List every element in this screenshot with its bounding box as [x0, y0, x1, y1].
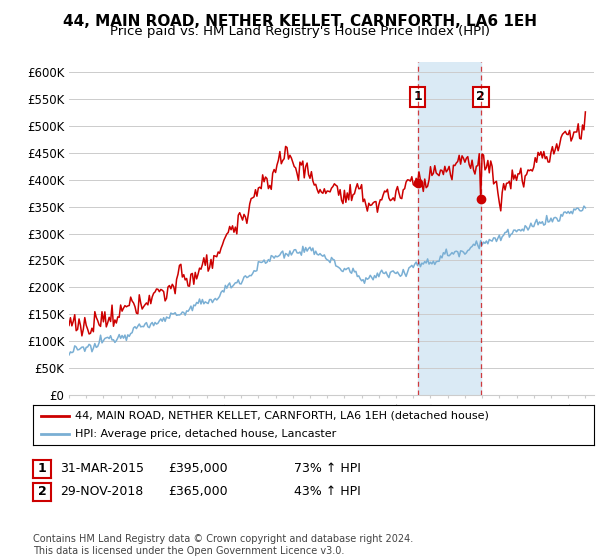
Text: 29-NOV-2018: 29-NOV-2018 [60, 485, 143, 498]
Bar [418, 62, 481, 395]
Text: £395,000: £395,000 [168, 462, 227, 475]
Text: 2: 2 [476, 90, 485, 103]
Text: £365,000: £365,000 [168, 485, 227, 498]
Text: Price paid vs. HM Land Registry's House Price Index (HPI): Price paid vs. HM Land Registry's House … [110, 25, 490, 38]
Text: 1: 1 [38, 462, 46, 475]
Text: 73% ↑ HPI: 73% ↑ HPI [294, 462, 361, 475]
Text: 44, MAIN ROAD, NETHER KELLET, CARNFORTH, LA6 1EH (detached house): 44, MAIN ROAD, NETHER KELLET, CARNFORTH,… [75, 411, 489, 421]
Text: HPI: Average price, detached house, Lancaster: HPI: Average price, detached house, Lanc… [75, 430, 337, 439]
Text: 1: 1 [413, 90, 422, 103]
Text: 31-MAR-2015: 31-MAR-2015 [60, 462, 144, 475]
Text: 2: 2 [38, 485, 46, 498]
Text: 43% ↑ HPI: 43% ↑ HPI [294, 485, 361, 498]
Text: Contains HM Land Registry data © Crown copyright and database right 2024.
This d: Contains HM Land Registry data © Crown c… [33, 534, 413, 556]
Text: 44, MAIN ROAD, NETHER KELLET, CARNFORTH, LA6 1EH: 44, MAIN ROAD, NETHER KELLET, CARNFORTH,… [63, 14, 537, 29]
